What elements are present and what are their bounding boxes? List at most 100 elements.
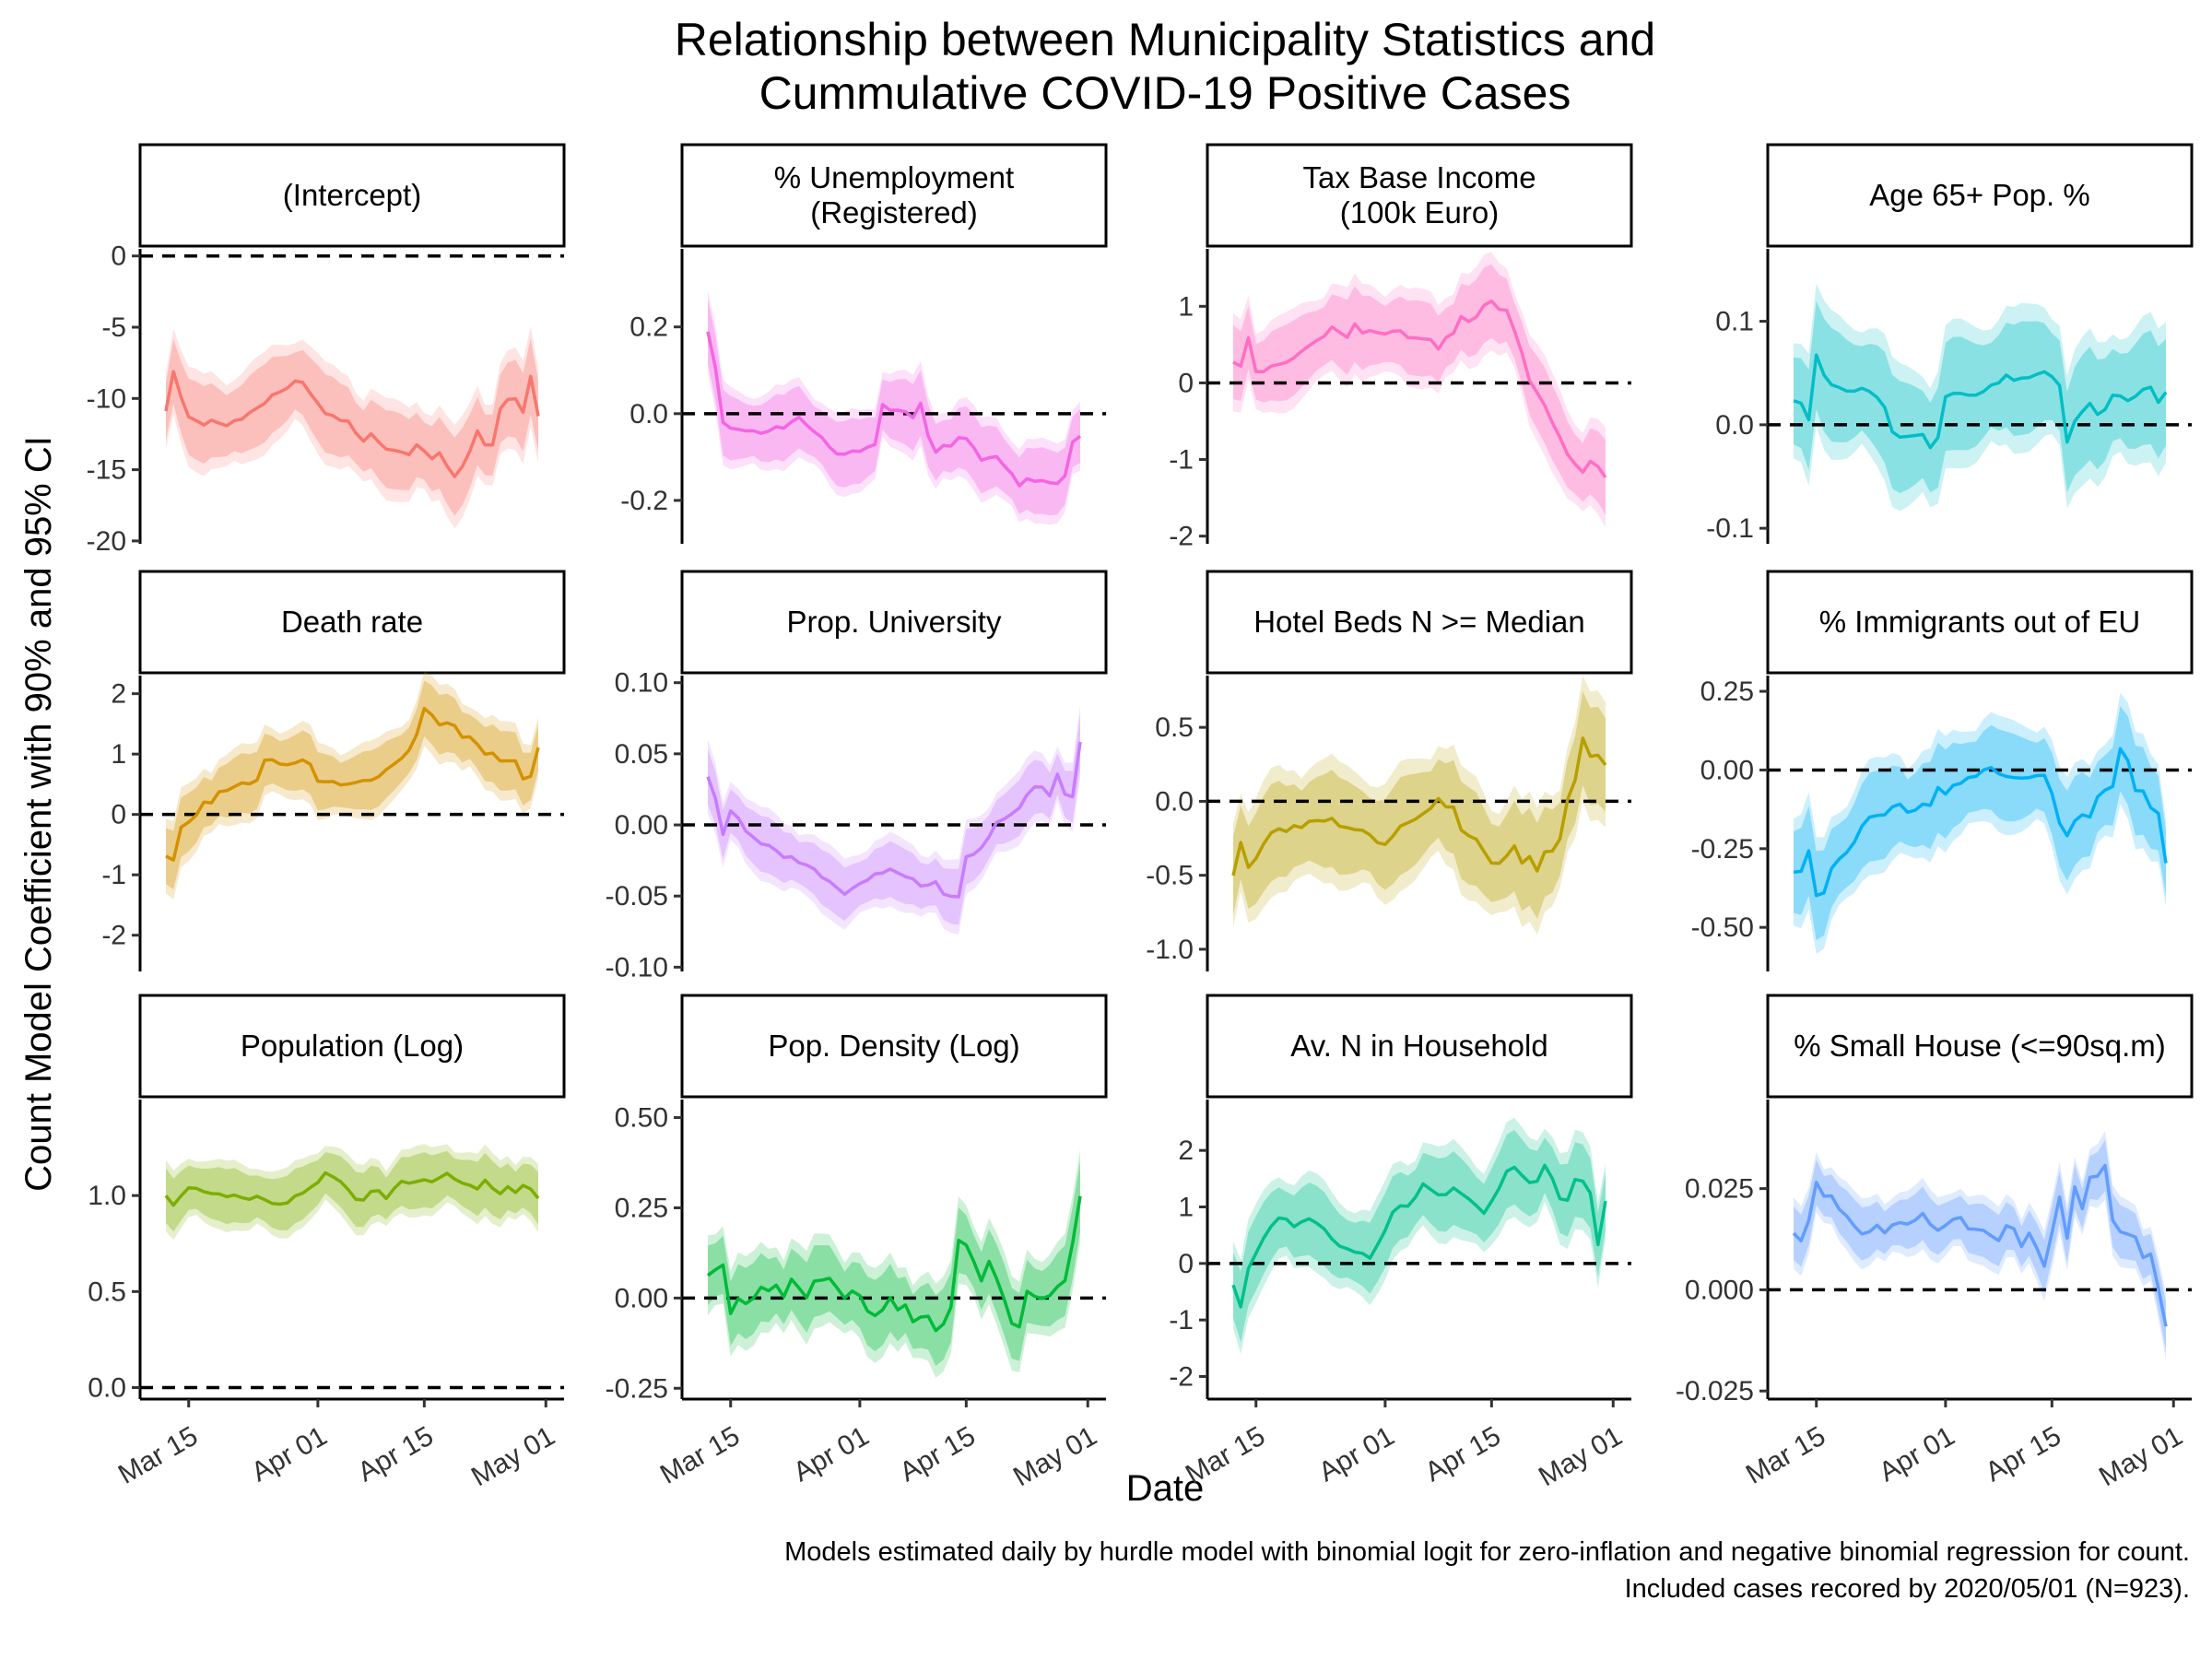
ci-95-band [166, 1144, 538, 1241]
x-tick-label: May 01 [1008, 1420, 1102, 1492]
x-tick-label: Apr 01 [246, 1420, 332, 1488]
x-tick-label: Mar 15 [113, 1420, 203, 1489]
coefficient-line [706, 1195, 1082, 1333]
coefficient-line [1793, 353, 2168, 450]
y-tick-label: 0.0 [629, 399, 668, 429]
ci-90-band [166, 1150, 538, 1232]
facet-panel: Av. N in Household 2 1 0 -1 -2 Mar 15 Apr 01 Apr… [1169, 994, 1633, 1492]
y-tick-label: 0.05 [615, 739, 668, 770]
y-tick-label: 0.5 [88, 1277, 126, 1307]
y-tick-label: -0.50 [1691, 912, 1754, 943]
y-tick-label: 1 [1178, 291, 1194, 322]
y-tick-label: -1 [1169, 445, 1194, 476]
ci-95-band [166, 671, 538, 900]
ci-95-band [1233, 676, 1606, 935]
facet-strip [680, 570, 1108, 675]
x-tick-label: Apr 15 [1420, 1420, 1506, 1488]
y-tick-label: 0.0 [1155, 786, 1194, 817]
panels-layer: (Intercept)0-5-10-15-20% Unemployment(Re… [87, 143, 2194, 1492]
facet-strip-label: % Unemployment [774, 160, 1014, 194]
facet-strip [1206, 994, 1633, 1099]
y-tick-label: -20 [87, 526, 126, 557]
y-tick-label: -10 [87, 383, 126, 414]
y-tick-label: 2 [111, 679, 126, 710]
ci-95-band [1794, 1131, 2166, 1360]
coefficient-line [1793, 747, 2168, 898]
x-tick-label: May 01 [1534, 1420, 1628, 1492]
ci-90-band [708, 714, 1080, 925]
facet-strip [138, 570, 566, 675]
y-tick-label: 0.25 [1700, 677, 1754, 707]
x-axis-title: Date [1126, 1468, 1205, 1509]
y-tick-label: 0.00 [1700, 755, 1754, 785]
y-tick-label: 1 [111, 739, 126, 770]
y-tick-label: -0.025 [1676, 1376, 1754, 1406]
y-tick-label: -1 [1169, 1305, 1194, 1335]
x-tick-label: Apr 01 [1874, 1420, 1959, 1488]
y-tick-label: -2 [1169, 1361, 1194, 1392]
facet-strip [1206, 570, 1633, 675]
x-tick-label: May 01 [2094, 1420, 2188, 1492]
y-tick-label: 0.5 [1155, 712, 1194, 743]
y-tick-label: 0.025 [1685, 1174, 1754, 1205]
facet-strip-label: Tax Base Income [1302, 160, 1535, 194]
ci-90-band [1233, 264, 1606, 515]
y-tick-label: -2 [101, 921, 126, 951]
facet-strip-label: Av. N in Household [1290, 1029, 1547, 1063]
ci-95-band [1233, 252, 1606, 528]
coefficient-line [1792, 1163, 2168, 1327]
facet-strip [1766, 143, 2194, 248]
facet-panel: Tax Base Income(100k Euro) 1 0 -1 -2 [1169, 143, 1633, 552]
facet-strip [1766, 570, 2194, 675]
y-tick-label: 0 [111, 800, 126, 830]
x-tick-label: Mar 15 [655, 1420, 745, 1489]
y-tick-label: -0.2 [620, 486, 668, 516]
y-tick-label: 1.0 [88, 1181, 126, 1211]
coefficient-line [164, 1171, 540, 1207]
y-axis-title: Count Model Coefficient with 90% and 95%… [18, 436, 59, 1192]
x-tick-label: Apr 01 [1313, 1420, 1399, 1488]
facet-strip [138, 143, 566, 248]
y-tick-label: -0.5 [1146, 861, 1194, 891]
y-tick-label: 0.0 [88, 1373, 126, 1404]
x-tick-label: May 01 [466, 1420, 560, 1492]
facet-strip-label: (100k Euro) [1340, 195, 1499, 229]
facet-panel: % Small House (<=90sq.m) 0.025 0.000 -0.025… [1676, 994, 2194, 1492]
y-tick-label: 0.10 [615, 668, 668, 699]
coefficient-line [1232, 299, 1607, 478]
y-tick-label: -2 [1169, 522, 1194, 552]
facet-panel: % Immigrants out of EU 0.25 0.00 -0.25 -0.50 [1691, 570, 2194, 971]
y-tick-label: 0.000 [1685, 1275, 1754, 1305]
facet-strip-label: Hotel Beds N >= Median [1253, 605, 1585, 639]
facet-panel: Prop. University 0.10 0.05 0.00 -0.05 -0.10 [606, 570, 1108, 982]
facet-strip [680, 143, 1108, 248]
coefficient-line [164, 370, 540, 478]
ci-90-band [1794, 706, 2166, 941]
ci-90-band [166, 680, 538, 889]
y-tick-label: -0.05 [606, 881, 668, 912]
facet-strip-label: (Intercept) [283, 178, 421, 212]
coefficient-line [165, 706, 540, 862]
y-tick-label: -0.25 [1691, 834, 1754, 865]
y-tick-label: 0 [111, 241, 126, 272]
facet-strip-label: Age 65+ Pop. % [1869, 178, 2089, 212]
ci-90-band [708, 1160, 1080, 1366]
ci-95-band [1794, 693, 2166, 954]
facet-strip-label: % Small House (<=90sq.m) [1794, 1029, 2166, 1063]
ci-90-band [1233, 1130, 1606, 1343]
y-tick-label: -1 [101, 860, 126, 890]
facet-panel: Hotel Beds N >= Median 0.5 0.0 -0.5 -1.0 [1146, 570, 1633, 971]
y-tick-label: 0.00 [615, 1283, 668, 1313]
facet-strip-label: Pop. Density (Log) [768, 1029, 1019, 1063]
facet-strip [1206, 143, 1633, 248]
facet-panel: Death rate 2 1 0 -1 -2 [101, 570, 566, 971]
caption-line-1: Models estimated daily by hurdle model w… [784, 1537, 2190, 1567]
facet-strip [138, 994, 566, 1099]
y-tick-label: 0.00 [615, 810, 668, 841]
facet-panel: % Unemployment(Registered) 0.2 0.0 -0.2 [620, 143, 1108, 544]
y-tick-label: -0.25 [606, 1373, 668, 1404]
y-tick-label: 0.2 [629, 312, 668, 343]
facet-panel: Pop. Density (Log) 0.50 0.25 0.00 -0.25 Mar 1… [606, 994, 1108, 1492]
ci-90-band [708, 300, 1080, 516]
